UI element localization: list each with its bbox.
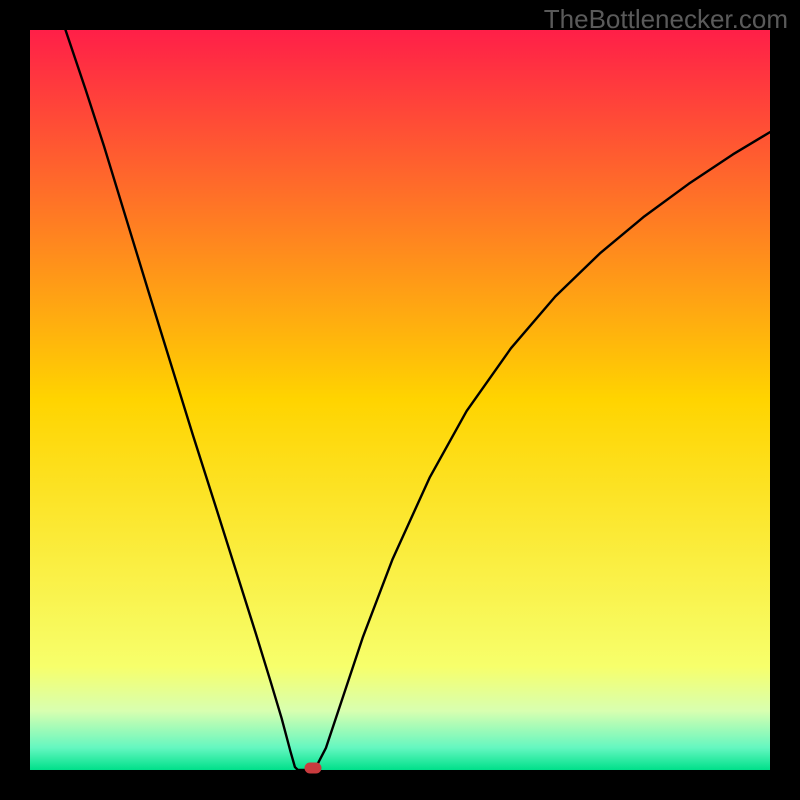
- watermark-text: TheBottlenecker.com: [544, 4, 788, 35]
- chart-frame: [30, 30, 770, 770]
